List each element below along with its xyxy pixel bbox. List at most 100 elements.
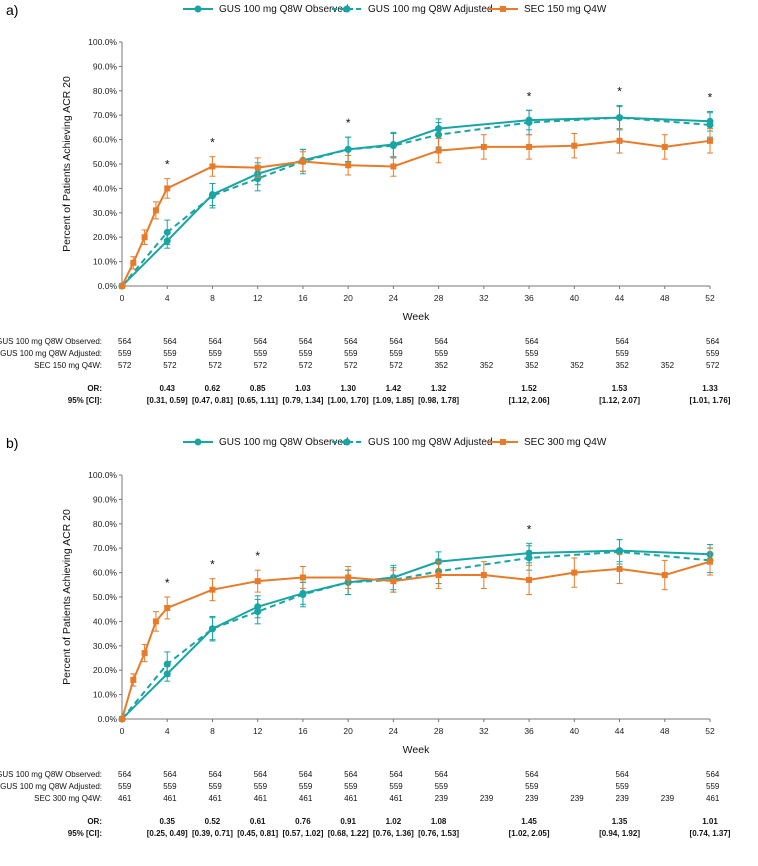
or-cell: 0.76	[295, 817, 311, 826]
ci-cell: [1.12, 2.06]	[509, 396, 550, 405]
chart-svg-a: GUS 100 mg Q8W Observed GUS 100 mg Q8W Ad…	[0, 4, 731, 405]
legend-item: GUS 100 mg Q8W Observed	[183, 4, 349, 15]
or-cell: 1.03	[295, 384, 311, 393]
data-point	[616, 565, 623, 572]
table-cell: 239	[435, 794, 449, 803]
data-point	[130, 676, 137, 683]
table-cell: 559	[208, 349, 222, 358]
series-2	[119, 547, 713, 722]
ci-cell: [1.00, 1.70]	[328, 396, 369, 405]
table-cell: 564	[706, 770, 720, 779]
legend-marker	[500, 6, 506, 12]
y-axis-title: Percent of Patients Achieving ACR 20	[61, 509, 73, 685]
ci-cell: [0.65, 1.11]	[237, 396, 278, 405]
data-point	[526, 143, 533, 150]
table-cell: 239	[480, 794, 494, 803]
data-point	[163, 228, 171, 236]
legend-item: SEC 300 mg Q4W	[488, 437, 607, 448]
table-cell: 564	[254, 337, 268, 346]
table-cell: 352	[525, 361, 539, 370]
series-2	[119, 128, 713, 289]
significance-star: *	[708, 91, 713, 105]
table-cell: 352	[570, 361, 584, 370]
or-cell: 1.30	[340, 384, 356, 393]
data-point	[390, 578, 397, 585]
table-cell: 559	[706, 782, 720, 791]
y-tick-label: 0.0%	[98, 281, 118, 291]
y-tick-label: 30.0%	[93, 641, 118, 651]
data-point	[345, 574, 352, 581]
y-tick-label: 0.0%	[98, 714, 118, 724]
ci-cell: [0.79, 1.34]	[282, 396, 323, 405]
or-cell: 1.02	[386, 817, 402, 826]
y-tick-label: 10.0%	[93, 690, 118, 700]
significance-star: *	[210, 136, 215, 150]
data-point	[254, 164, 261, 171]
data-point	[480, 572, 487, 579]
table-cell: 559	[254, 782, 268, 791]
table-cell: 572	[344, 361, 358, 370]
or-cell: 0.85	[250, 384, 266, 393]
table-cell: 239	[616, 794, 630, 803]
table-cell: 564	[299, 337, 313, 346]
table-row-label: GUS 100 mg Q8W Observed:	[0, 770, 102, 779]
significance-star: *	[255, 549, 260, 563]
table-cell: 559	[389, 349, 403, 358]
chart-panel-b: b) GUS 100 mg Q8W Observed GUS 100 mg Q8W…	[0, 433, 758, 866]
x-axis-title: Week	[403, 311, 430, 323]
significance-star: *	[210, 558, 215, 572]
table-cell: 559	[525, 782, 539, 791]
x-tick-label: 52	[705, 293, 715, 303]
table-cell: 559	[435, 782, 449, 791]
ci-cell: [1.09, 1.85]	[373, 396, 414, 405]
table-cell: 572	[254, 361, 268, 370]
y-tick-label: 30.0%	[93, 208, 118, 218]
or-cell: 1.32	[431, 384, 447, 393]
data-point	[707, 137, 713, 144]
table-cell: 564	[299, 770, 313, 779]
data-point	[525, 119, 533, 127]
significance-star: *	[527, 89, 532, 103]
y-tick-label: 20.0%	[93, 232, 118, 242]
ci-cell: [0.98, 1.78]	[418, 396, 459, 405]
table-cell: 572	[706, 361, 720, 370]
data-point	[208, 625, 216, 633]
panel-label: b)	[6, 435, 19, 451]
table-cell: 559	[344, 782, 358, 791]
table-row-label: SEC 300 mg Q4W:	[34, 794, 102, 803]
or-cell: 1.42	[386, 384, 402, 393]
data-point	[164, 185, 171, 192]
table-cell: 564	[118, 770, 132, 779]
table-cell: 461	[254, 794, 268, 803]
or-cell: 0.35	[159, 817, 175, 826]
legend-label: GUS 100 mg Q8W Observed	[219, 437, 349, 448]
table-cell: 559	[525, 349, 539, 358]
data-point	[435, 147, 442, 154]
ci-cell: [1.12, 2.07]	[599, 396, 640, 405]
table-cell: 572	[208, 361, 222, 370]
x-axis-title: Week	[403, 744, 430, 756]
panel-label: a)	[6, 2, 19, 18]
series-0	[118, 106, 714, 290]
x-tick-label: 0	[120, 293, 125, 303]
table-cell: 564	[525, 337, 539, 346]
table-cell: 564	[118, 337, 132, 346]
table-cell: 564	[208, 770, 222, 779]
table-cell: 352	[480, 361, 494, 370]
legend-item: GUS 100 mg Q8W Observed	[183, 437, 349, 448]
table-cell: 559	[389, 782, 403, 791]
data-point	[152, 618, 159, 625]
table-cell: 461	[118, 794, 132, 803]
data-point	[299, 591, 307, 599]
table-cell: 564	[344, 770, 358, 779]
data-point	[345, 162, 352, 169]
x-tick-label: 24	[389, 726, 399, 736]
table-cell: 559	[118, 349, 132, 358]
data-point	[164, 604, 171, 611]
or-row-label: OR:	[87, 817, 102, 826]
data-point	[119, 283, 125, 289]
data-point	[208, 192, 216, 200]
legend-marker	[194, 438, 202, 446]
ci-cell: [0.39, 0.71]	[192, 829, 233, 838]
y-tick-label: 50.0%	[93, 592, 118, 602]
